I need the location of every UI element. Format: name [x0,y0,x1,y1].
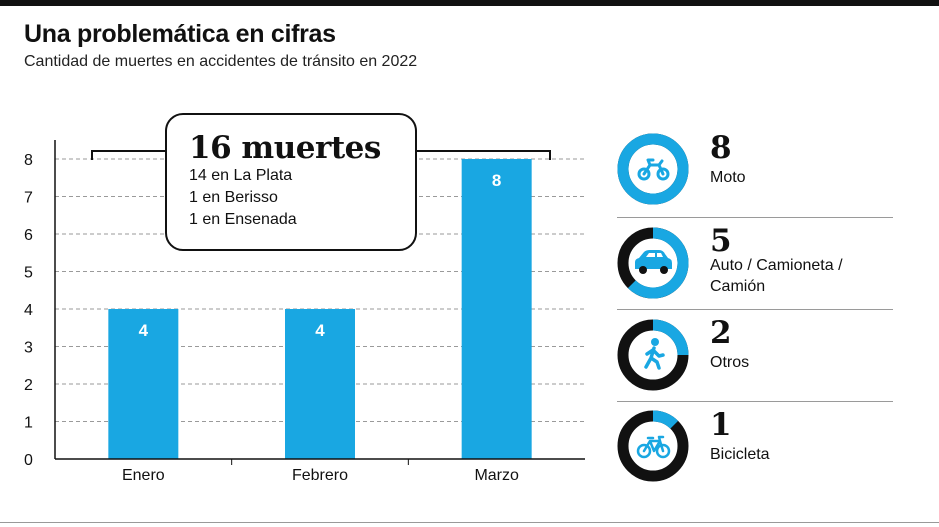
bicycle-icon [636,435,671,459]
total-callout: 16 muertes 14 en La Plata 1 en Berisso 1… [165,113,417,251]
ring-fill [627,227,689,299]
ring-fill [652,319,689,356]
car-icon [635,250,672,274]
top-bar [0,0,939,6]
car-window [646,253,663,257]
y-tick-label: 3 [24,340,33,357]
bar-value-label: 4 [315,321,325,340]
breakdown-item-otros: 2 Otros [617,310,893,402]
head [651,338,659,346]
vehicle-breakdown: 8 Moto 5 Auto / Camioneta / Camión 2 Otr… [617,125,893,494]
breakdown-label-auto-1: Auto / Camioneta / [710,257,843,274]
bottom-divider [0,522,939,523]
ring-fill [652,410,679,429]
frame [642,435,665,453]
pedestrian-icon [644,338,665,370]
wheel [655,443,671,459]
wheel [639,266,647,274]
breakdown-ring-otros [617,319,689,391]
breakdown-number-auto: 5 [710,223,732,259]
breakdown-item-bicicleta: 1 Bicicleta [617,402,893,494]
x-tick-label: Enero [122,467,165,484]
y-tick-label: 8 [24,152,33,169]
x-tick-label: Febrero [292,467,348,484]
wheel [637,167,651,181]
y-tick-label: 6 [24,227,33,244]
bar-marzo [461,159,532,459]
callout-line-berisso: 1 en Berisso [189,189,278,206]
breakdown-number-bicicleta: 1 [710,407,732,443]
breakdown-label-moto: Moto [710,169,746,186]
breakdown-item-auto: 5 Auto / Camioneta / Camión [617,218,893,310]
frame [642,158,665,176]
callout-line-la-plata: 14 en La Plata [189,167,293,184]
x-tick-label: Marzo [474,467,519,484]
y-tick-label: 5 [24,265,33,282]
wheel [660,266,668,274]
breakdown-label-auto-2: Camión [710,278,766,295]
y-tick-label: 4 [24,302,33,319]
bar-febrero [285,309,355,459]
bar-value-label: 4 [139,321,149,340]
callout-line-ensenada: 1 en Ensenada [189,211,297,228]
y-tick-label: 2 [24,377,33,394]
breakdown-number-otros: 2 [710,315,732,351]
wheel [656,167,670,181]
car-body [635,250,672,269]
wheel [636,443,652,459]
callout-total: 16 muertes [189,130,381,166]
page-subtitle: Cantidad de muertes en accidentes de trá… [24,53,418,70]
breakdown-label-bicicleta: Bicicleta [710,446,770,463]
page-title: Una problemática en cifras [24,20,336,48]
body [644,346,665,370]
breakdown-item-moto: 8 Moto [617,125,893,218]
y-tick-label: 0 [24,452,33,469]
bar-value-label: 8 [492,171,501,190]
ring-fill [617,133,689,205]
motorcycle-icon [637,158,670,181]
breakdown-ring-moto [617,133,689,205]
bar-chart: 0 1 2 3 4 5 6 7 8 4 Enero 4 Febrero 8 Marzo [24,140,585,484]
breakdown-ring-bicicleta [617,410,689,482]
y-tick-label: 1 [24,415,33,432]
bar-enero [108,309,179,459]
breakdown-number-moto: 8 [710,130,732,166]
y-tick-label: 7 [24,190,33,207]
breakdown-ring-auto [617,227,689,299]
breakdown-label-otros: Otros [710,354,750,371]
